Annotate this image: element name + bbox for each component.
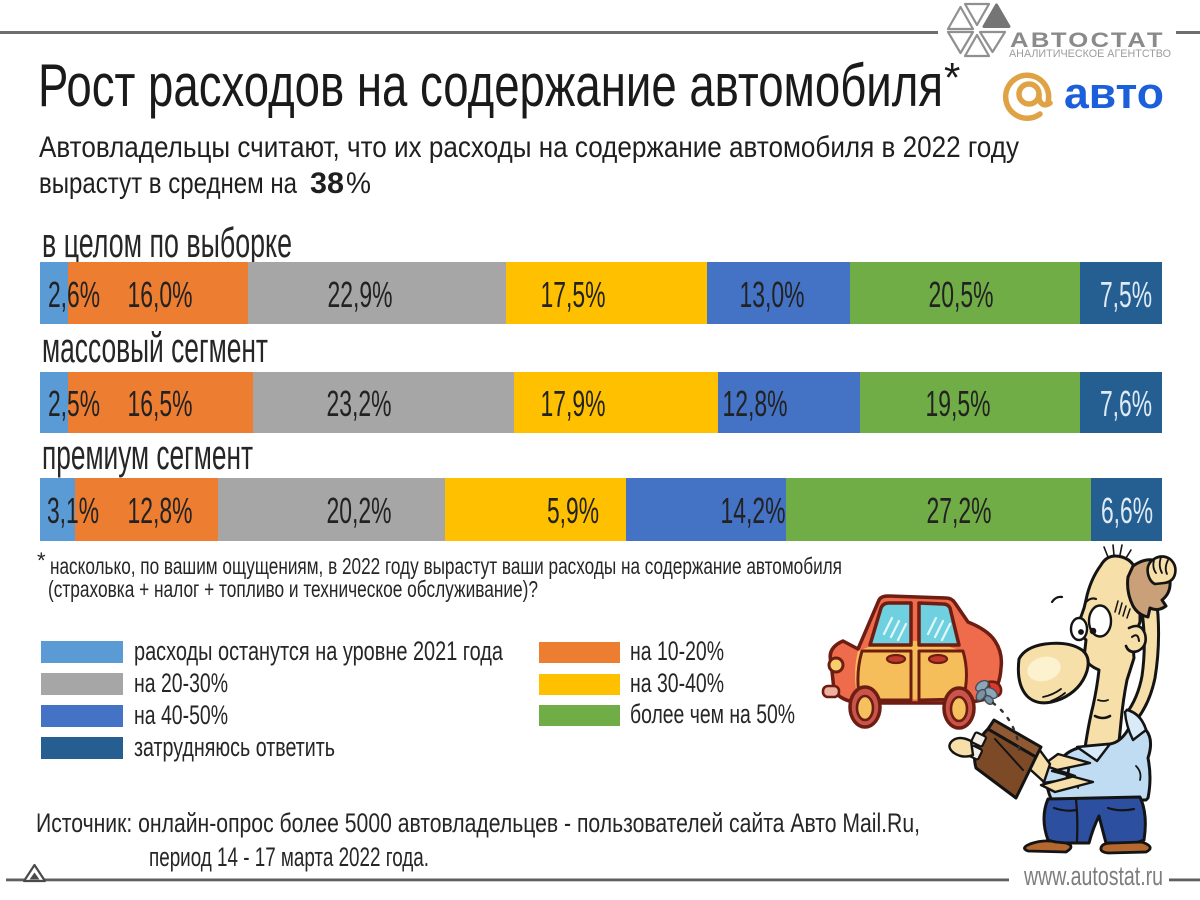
svg-text:17,9%: 17,9% <box>541 383 606 424</box>
svg-text:7,6%: 7,6% <box>1100 383 1152 424</box>
svg-text:23,2%: 23,2% <box>327 383 392 424</box>
svg-text:АНАЛИТИЧЕСКОЕ АГЕНТСТВО: АНАЛИТИЧЕСКОЕ АГЕНТСТВО <box>1009 48 1171 60</box>
svg-text:(страховка + налог + топливо и: (страховка + налог + топливо и техническ… <box>48 576 538 602</box>
svg-text:%: % <box>346 167 371 200</box>
svg-text:22,9%: 22,9% <box>328 274 393 315</box>
svg-text:www.autostat.ru: www.autostat.ru <box>1023 861 1163 891</box>
svg-text:13,0%: 13,0% <box>740 274 805 315</box>
svg-text:более чем на 50%: более чем на 50% <box>630 699 795 729</box>
svg-text:период 14 - 17 марта 2022 года: период 14 - 17 марта 2022 года. <box>149 842 429 872</box>
svg-text:20,5%: 20,5% <box>929 274 994 315</box>
svg-text:АВТОСТАТ: АВТОСТАТ <box>1010 28 1165 52</box>
svg-text:12,8%: 12,8% <box>723 383 788 424</box>
svg-text:2,6%: 2,6% <box>48 274 100 315</box>
svg-text:3,1%: 3,1% <box>47 490 99 531</box>
svg-text:16,0%: 16,0% <box>128 274 193 315</box>
svg-text:вырастут в среднем на: вырастут в среднем на <box>39 167 297 200</box>
svg-text:20,2%: 20,2% <box>327 490 392 531</box>
svg-text:5,9%: 5,9% <box>547 490 599 531</box>
svg-text:14,2%: 14,2% <box>721 490 786 531</box>
svg-text:2,5%: 2,5% <box>48 383 100 424</box>
svg-text:Источник: онлайн-опрос более 5: Источник: онлайн-опрос более 5000 автовл… <box>36 808 920 838</box>
svg-text:*: * <box>944 54 960 101</box>
svg-text:на 10-20%: на 10-20% <box>630 636 724 666</box>
svg-text:расходы останутся на уровне 20: расходы останутся на уровне 2021 года <box>134 636 504 666</box>
svg-text:на 40-50%: на 40-50% <box>134 700 228 730</box>
svg-text:*: * <box>37 548 46 573</box>
svg-text:авто: авто <box>1064 69 1164 118</box>
svg-text:затрудняюсь ответить: затрудняюсь ответить <box>134 732 335 762</box>
svg-text:19,5%: 19,5% <box>926 383 991 424</box>
svg-text:6,6%: 6,6% <box>1101 490 1153 531</box>
svg-text:на 30-40%: на 30-40% <box>630 668 724 698</box>
svg-text:16,5%: 16,5% <box>128 383 193 424</box>
svg-text:насколько, по вашим ощущениям,: насколько, по вашим ощущениям, в 2022 го… <box>50 553 842 579</box>
svg-text:в целом по выборке: в целом по выборке <box>42 219 292 266</box>
svg-text:Рост расходов на содержание ав: Рост расходов на содержание автомобиля <box>38 52 943 119</box>
svg-text:12,8%: 12,8% <box>128 490 193 531</box>
svg-text:27,2%: 27,2% <box>927 490 992 531</box>
svg-text:7,5%: 7,5% <box>1100 274 1152 315</box>
svg-text:на 20-30%: на 20-30% <box>134 668 228 698</box>
svg-text:Автовладельцы считают, что их: Автовладельцы считают, что их расходы на… <box>39 131 1019 164</box>
svg-text:премиум сегмент: премиум сегмент <box>42 431 253 478</box>
svg-text:17,5%: 17,5% <box>541 274 606 315</box>
svg-text:массовый сегмент: массовый сегмент <box>42 324 268 371</box>
svg-text:38: 38 <box>310 167 344 200</box>
